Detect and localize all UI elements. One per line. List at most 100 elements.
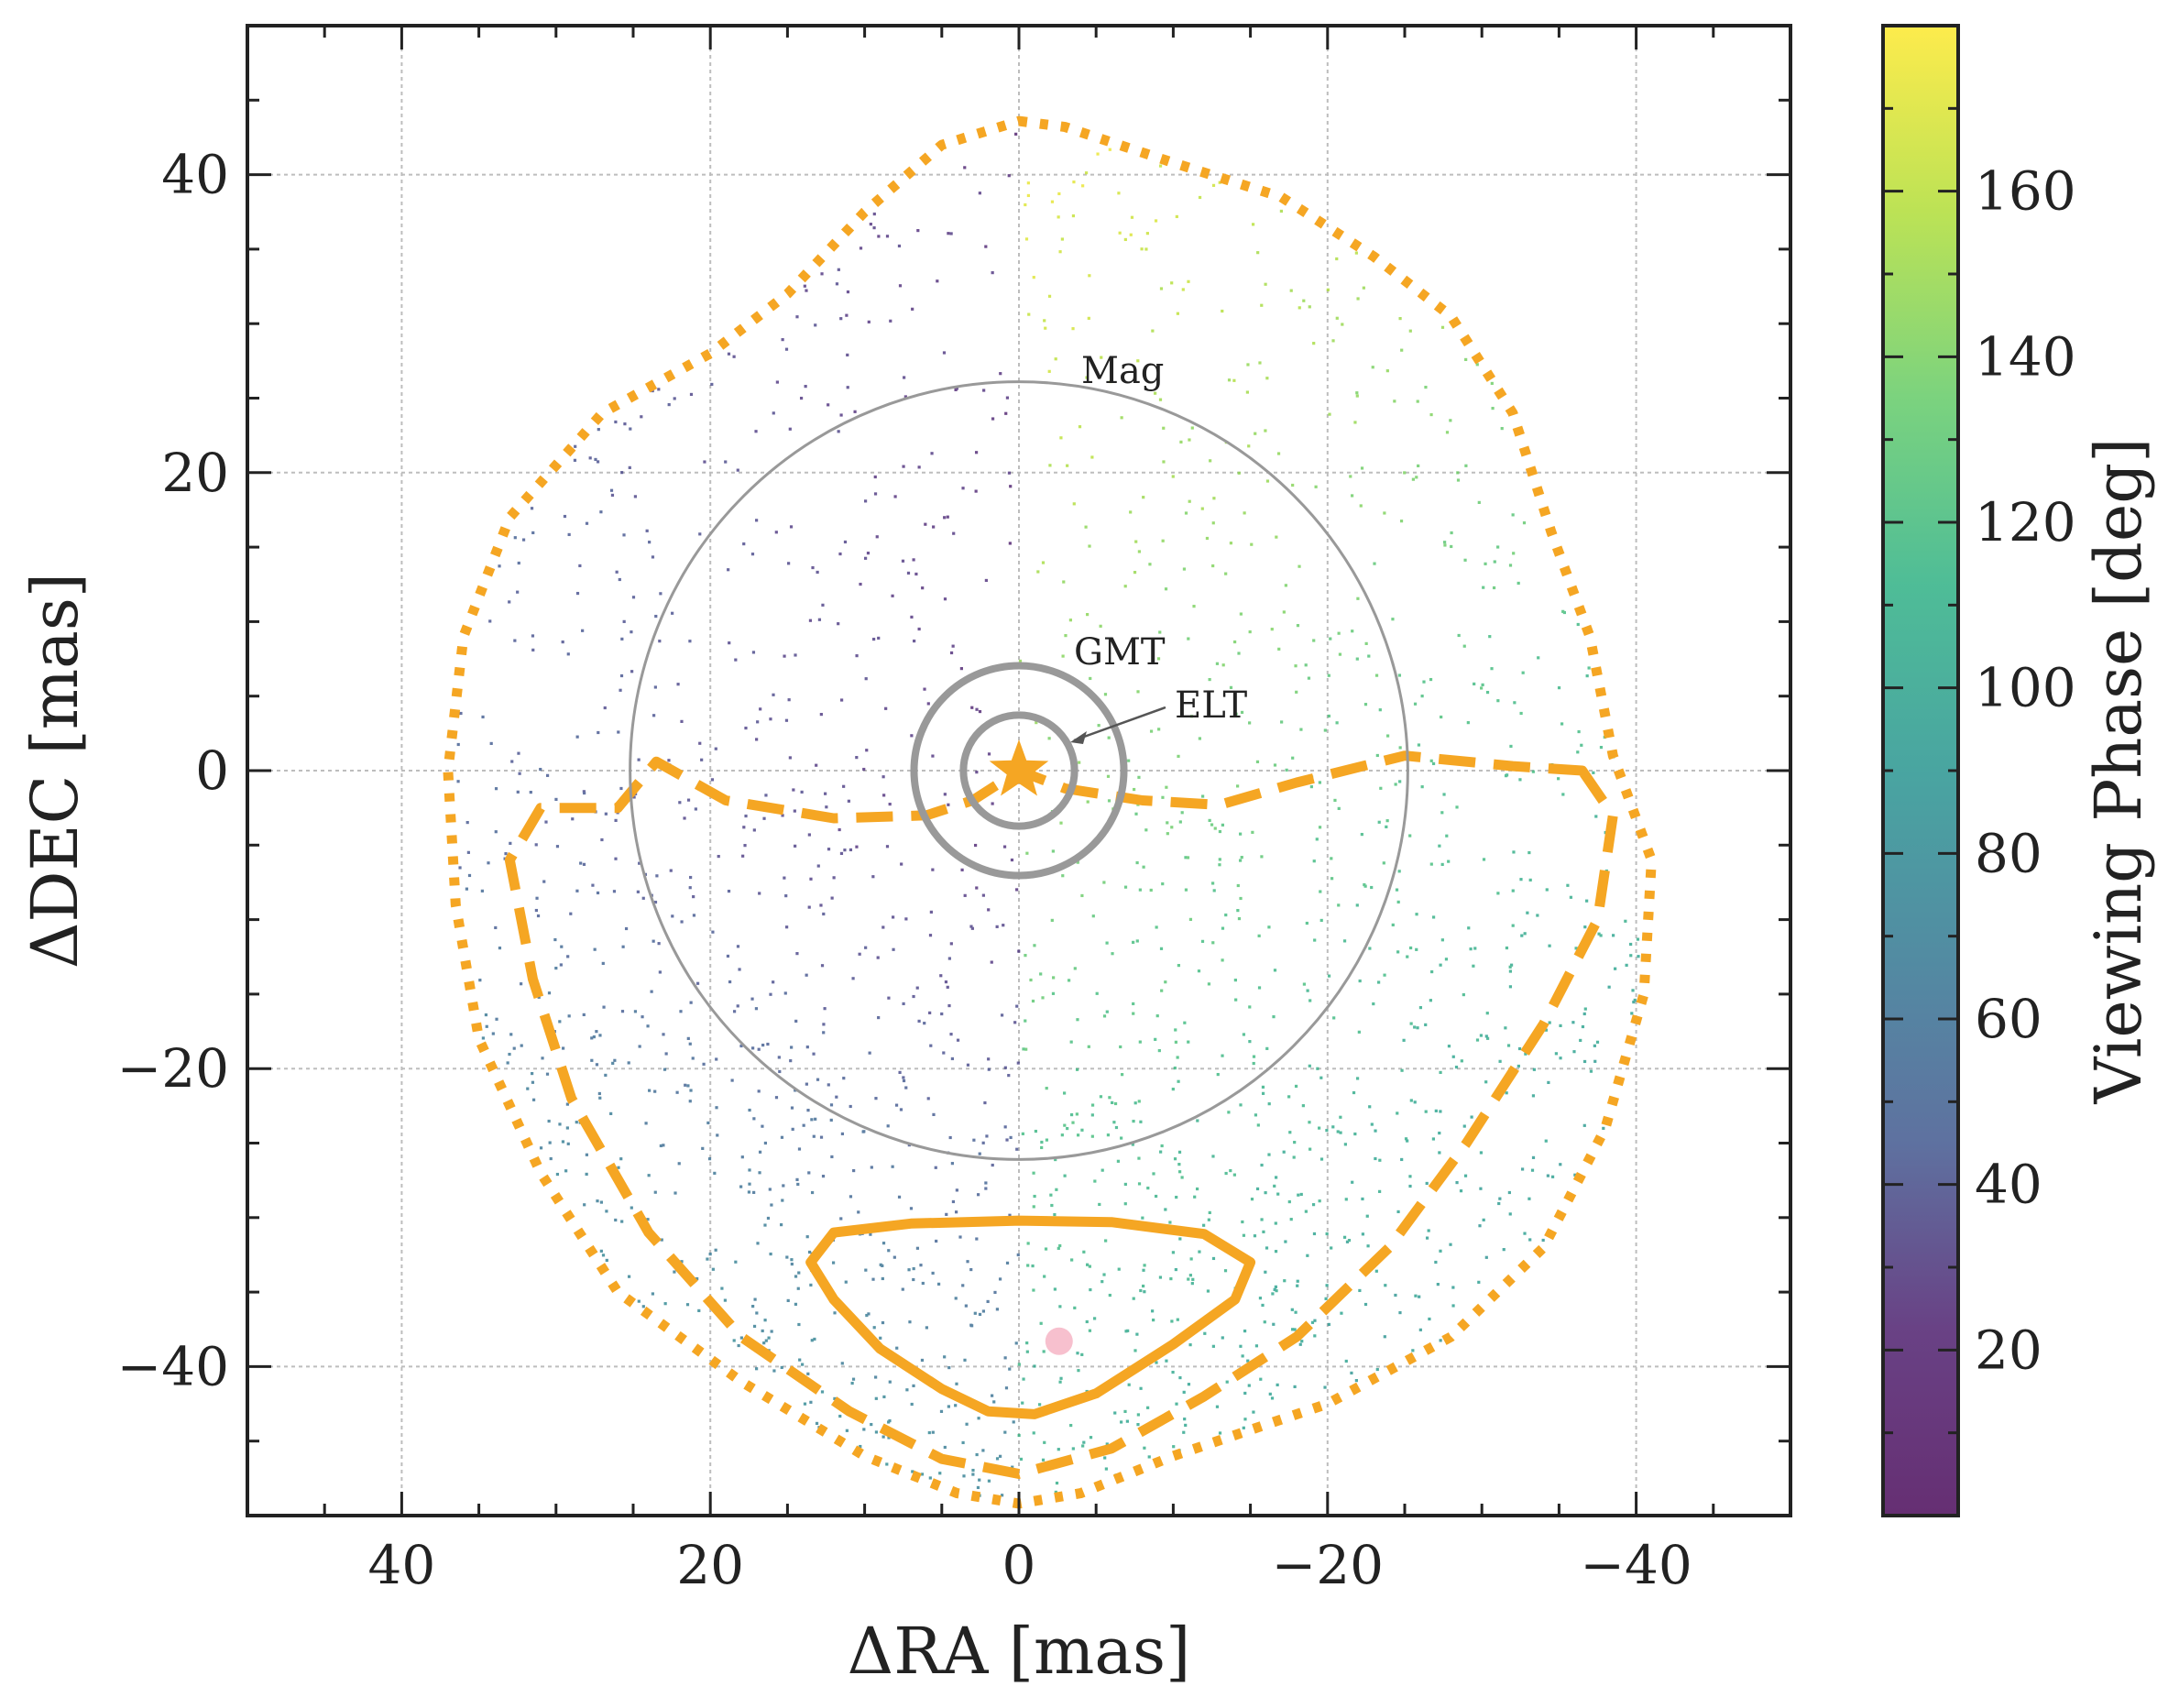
scatter-point (1066, 1126, 1069, 1131)
scatter-point (652, 939, 655, 943)
scatter-point (783, 876, 786, 880)
scatter-point (744, 726, 748, 730)
scatter-point (1042, 1350, 1046, 1353)
scatter-point (1251, 223, 1255, 226)
scatter-point (1318, 1126, 1321, 1130)
scatter-point (1025, 851, 1029, 855)
scatter-point (761, 1124, 764, 1128)
scatter-point (652, 714, 656, 717)
scatter-point (1016, 1253, 1020, 1257)
scatter-point (885, 235, 890, 238)
colorbar-tick-label-6: 140 (1975, 325, 2076, 388)
scatter-point (609, 488, 614, 492)
scatter-point (805, 973, 808, 977)
scatter-point (796, 1182, 800, 1187)
scatter-point (465, 887, 469, 891)
scatter-point (1119, 1045, 1122, 1049)
colorbar (1883, 26, 1958, 1516)
scatter-point (947, 1365, 951, 1370)
scatter-point (1306, 989, 1309, 992)
scatter-point (1175, 1402, 1178, 1406)
scatter-point (1398, 1310, 1402, 1315)
scatter-point (1439, 1070, 1442, 1075)
scatter-point (1345, 1240, 1350, 1243)
y-tick-label-0: −40 (117, 1335, 229, 1397)
scatter-point (1179, 440, 1183, 443)
scatter-point (975, 771, 979, 774)
scatter-point (1273, 969, 1277, 972)
scatter-point (910, 734, 914, 738)
scatter-point (819, 903, 823, 907)
scatter-point (1105, 941, 1109, 945)
scatter-point (1032, 1171, 1035, 1175)
scatter-point (901, 559, 905, 563)
scatter-point (1447, 1045, 1451, 1048)
scatter-point (1197, 969, 1201, 973)
scatter-point (917, 1019, 921, 1024)
scatter-point (1164, 587, 1168, 591)
scatter-point (727, 889, 731, 893)
scatter-point (1496, 545, 1500, 549)
scatter-point (630, 630, 633, 634)
scatter-point (1162, 426, 1166, 430)
scatter-point (960, 868, 964, 871)
scatter-point (1415, 913, 1418, 916)
scatter-point (622, 533, 626, 537)
scatter-point (912, 558, 915, 562)
scatter-point (1131, 940, 1135, 944)
scatter-point (1188, 1274, 1192, 1277)
scatter-point (1089, 1436, 1093, 1440)
scatter-point (1057, 1246, 1060, 1250)
x-tick-labels: 40 20 0 −20 −40 (367, 1534, 1692, 1596)
scatter-point (1427, 1229, 1430, 1232)
scatter-point (1190, 426, 1194, 430)
scatter-point (1047, 294, 1052, 298)
scatter-point (1126, 1329, 1130, 1332)
scatter-point (1537, 656, 1540, 660)
scatter-point (1053, 1287, 1057, 1291)
scatter-point (691, 1057, 695, 1060)
scatter-point (1374, 1129, 1377, 1133)
scatter-point (787, 562, 791, 565)
scatter-point (1177, 963, 1180, 968)
scatter-point (1146, 1406, 1150, 1409)
scatter-point (1198, 737, 1201, 740)
scatter-point (1341, 323, 1344, 326)
scatter-point (1308, 1064, 1311, 1068)
scatter-point (581, 629, 585, 632)
scatter-point (1090, 1103, 1095, 1107)
scatter-point (1137, 775, 1141, 779)
scatter-point (1075, 1068, 1079, 1071)
scatter-point (1291, 483, 1295, 487)
scatter-point (630, 1206, 633, 1210)
scatter-point (590, 1058, 594, 1062)
scatter-point (894, 1103, 899, 1107)
scatter-point (939, 1409, 944, 1413)
scatter-point (1089, 676, 1092, 681)
scatter-point (1229, 542, 1233, 545)
scatter-point (881, 925, 885, 929)
scatter-point (1221, 823, 1225, 827)
scatter-point (1135, 1332, 1139, 1336)
scatter-point (872, 212, 876, 216)
scatter-point (569, 912, 573, 915)
scatter-point (891, 1165, 894, 1168)
scatter-point (1411, 477, 1415, 481)
scatter-point (596, 1199, 599, 1203)
scatter-point (673, 1270, 676, 1274)
scatter-point (567, 1014, 571, 1018)
scatter-point (547, 991, 552, 995)
scatter-point (1117, 192, 1121, 195)
scatter-point (1430, 969, 1434, 974)
scatter-point (1480, 686, 1484, 690)
scatter-point (1355, 1077, 1360, 1080)
scatter-point (1554, 1052, 1558, 1056)
scatter-point (1045, 1138, 1049, 1142)
scatter-point (1147, 1455, 1151, 1459)
scatter-point (1377, 980, 1381, 984)
scatter-point (679, 1010, 683, 1013)
scatter-point (1629, 954, 1633, 958)
scatter-point (1327, 974, 1331, 978)
scatter-point (1218, 1431, 1222, 1435)
scatter-point (949, 651, 954, 655)
